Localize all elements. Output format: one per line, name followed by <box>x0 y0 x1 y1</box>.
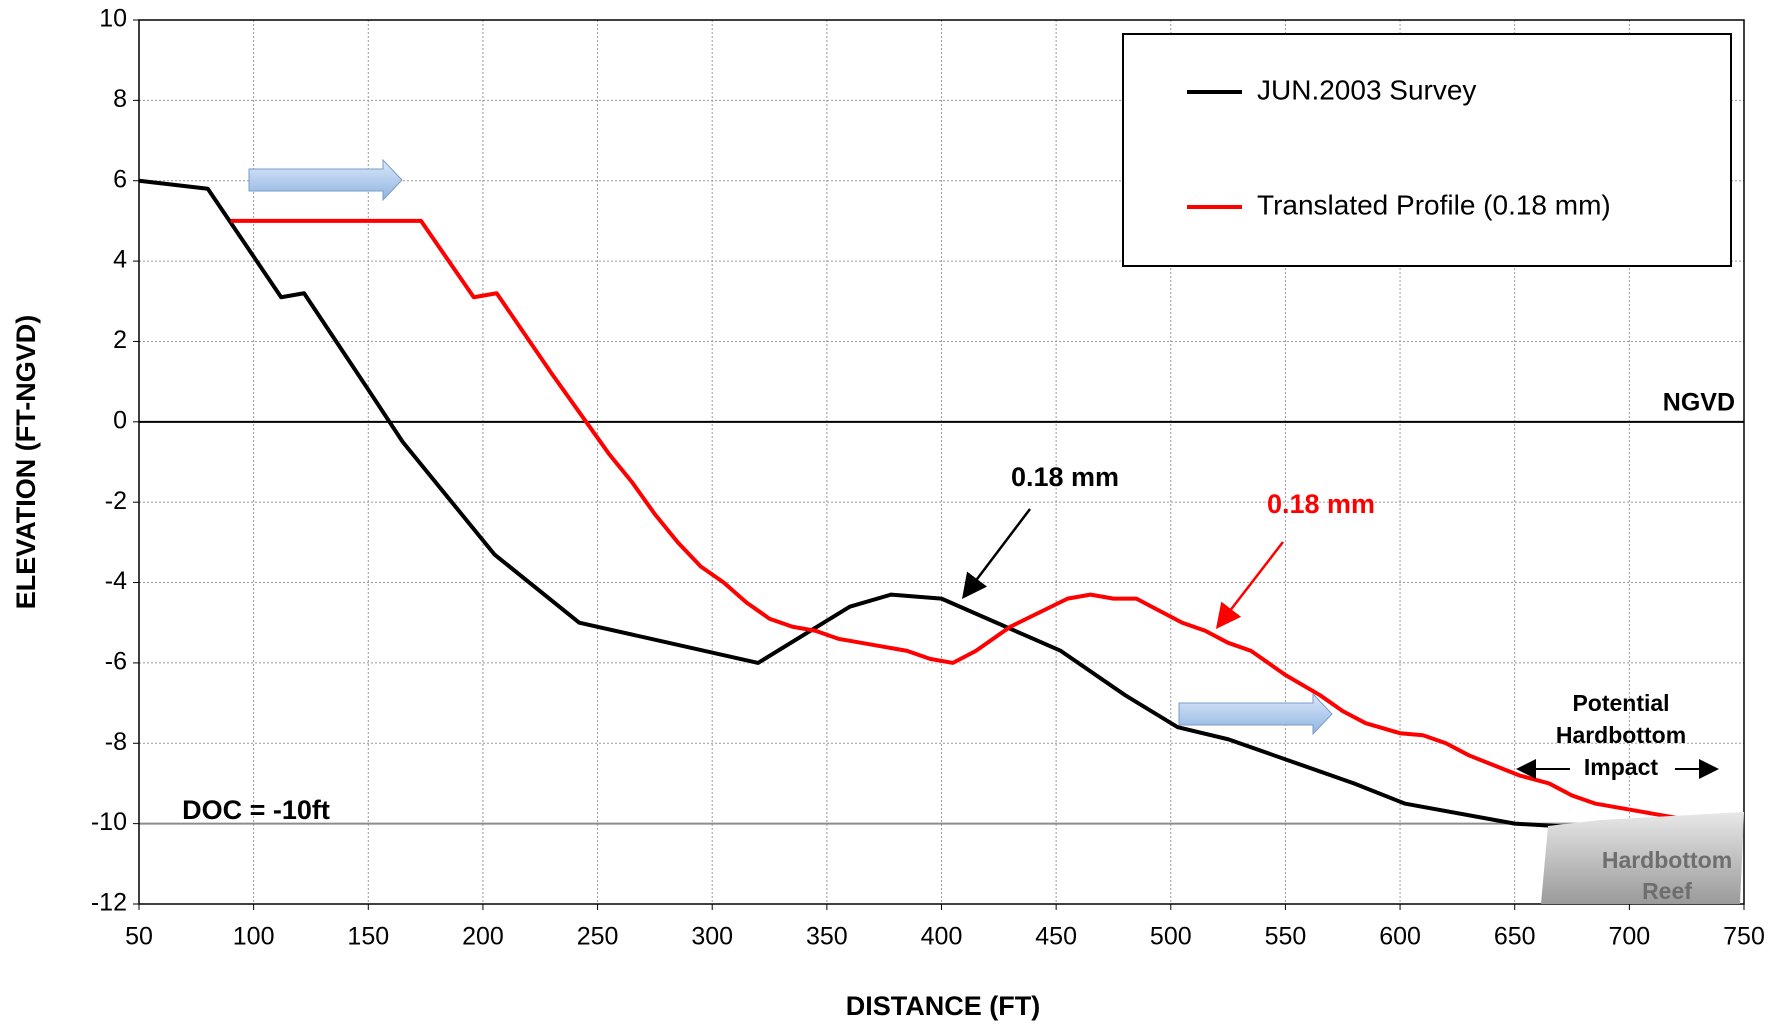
x-tick-label: 250 <box>577 923 619 951</box>
annotation: 0.18 mm <box>1011 462 1119 492</box>
y-tick-label: 0 <box>113 406 127 434</box>
annotation: Potential <box>1572 690 1669 716</box>
shift-arrow <box>1178 692 1333 736</box>
y-tick-label: -4 <box>105 567 127 595</box>
plot-frame <box>138 19 1745 905</box>
x-tick-label: 300 <box>691 923 733 951</box>
x-tick-label: 100 <box>233 923 275 951</box>
x-tick-label: 650 <box>1494 923 1536 951</box>
annotation: DOC = -10ft <box>182 795 330 825</box>
legend-label: Translated Profile (0.18 mm) <box>1257 189 1611 220</box>
annotation: Impact <box>1584 754 1658 780</box>
x-tick-label: 700 <box>1608 923 1650 951</box>
y-tick-label: -2 <box>105 487 127 515</box>
legend-items: JUN.2003 Survey Translated Profile (0.18 … <box>1187 74 1611 220</box>
x-tick-label: 450 <box>1035 923 1077 951</box>
annotation-arrow <box>1215 541 1284 629</box>
annotation: 0.18 mm <box>1267 489 1375 519</box>
series-line <box>230 218 1710 826</box>
x-tick-label: 200 <box>462 923 504 951</box>
y-tick-label: 8 <box>113 85 127 113</box>
series-line <box>138 178 1584 830</box>
y-tick-label: 2 <box>113 326 127 354</box>
x-tick-label: 400 <box>921 923 963 951</box>
annotation: Hardbottom <box>1556 722 1686 748</box>
x-tick-label: 600 <box>1379 923 1421 951</box>
reef-shape <box>1541 812 1744 904</box>
y-tick-label: 10 <box>99 5 127 33</box>
legend <box>1122 33 1732 267</box>
lines <box>138 178 1710 830</box>
y-axis-title: ELEVATION (FT-NGVD) <box>11 315 41 609</box>
y-tick-label: -12 <box>91 889 127 917</box>
x-tick-label: 750 <box>1723 923 1765 951</box>
x-tick-label: 550 <box>1265 923 1307 951</box>
y-tick-label: -6 <box>105 648 127 676</box>
annotation: Reef <box>1642 878 1692 904</box>
y-tick-label: 4 <box>113 246 127 274</box>
y-tick-label: -8 <box>105 728 127 756</box>
annotation: Hardbottom <box>1602 847 1732 873</box>
x-tick-label: 150 <box>347 923 389 951</box>
x-axis-title: DISTANCE (FT) <box>846 991 1040 1021</box>
annotation-arrow <box>961 508 1031 599</box>
annotation: NGVD <box>1663 389 1735 417</box>
y-tick-label: 6 <box>113 165 127 193</box>
x-tick-label: 500 <box>1150 923 1192 951</box>
x-tick-label: 50 <box>125 923 153 951</box>
y-tick-label: -10 <box>91 808 127 836</box>
x-tick-label: 350 <box>806 923 848 951</box>
shift-arrow <box>248 158 403 202</box>
legend-label: JUN.2003 Survey <box>1257 74 1476 105</box>
